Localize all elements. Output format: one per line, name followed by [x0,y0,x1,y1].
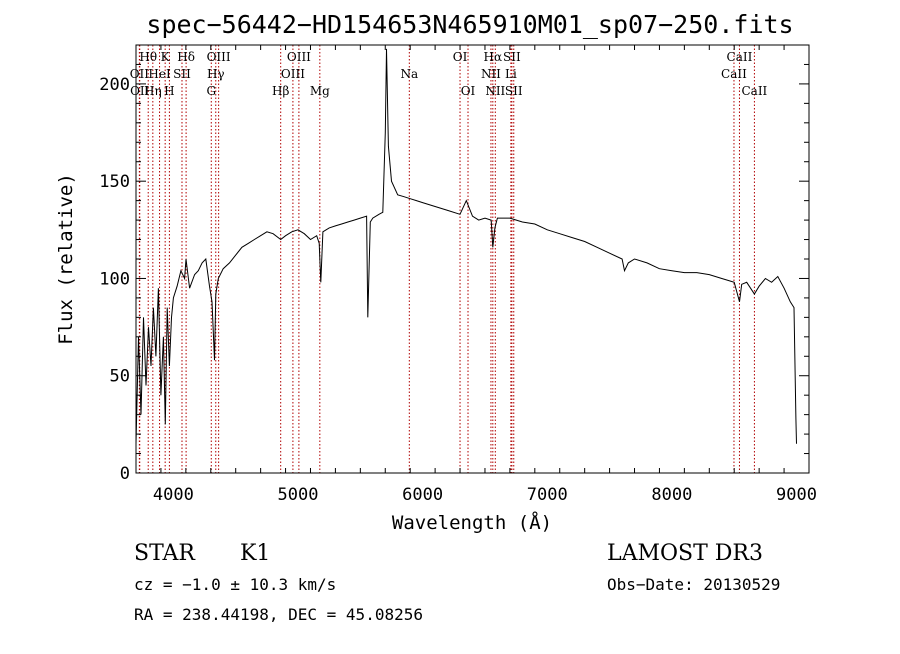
x-tick-label: 4000 [153,485,194,505]
emission-line-label: Hθ [139,50,157,64]
x-axis-label: Wavelength (Å) [392,511,552,534]
x-axis-ticks: 4000 5000 6000 7000 8000 9000 [135,45,817,505]
emission-line-label: OI [461,84,476,98]
y-axis-ticks: 0 50 100 150 200 [99,44,809,484]
y-tick-label: 0 [120,464,130,484]
y-axis-label: Flux (relative) [55,173,77,345]
emission-line-label: OIII [207,50,231,64]
emission-line-label: Mg [310,84,330,98]
emission-line-label: Hβ [272,84,289,98]
emission-line-label: NII [485,84,505,98]
emission-line-label: G [206,84,216,98]
spectrum-series-line [135,48,797,444]
emission-line-label: CaII [721,67,747,81]
emission-line-label: OII [130,84,150,98]
emission-line-label: SII [505,84,523,98]
emission-line-label: Na [400,67,418,81]
emission-line-label: Hη [144,84,162,98]
y-tick-label: 200 [99,75,130,95]
emission-line-label: CaII [727,50,753,64]
x-tick-label: 6000 [402,485,443,505]
emission-line-label: SII [173,67,191,81]
coordinates-text: RA = 238.44198, DEC = 45.08256 [134,605,423,624]
x-tick-label: 9000 [776,485,817,505]
object-subclass: K1 [240,541,270,566]
emission-line-label: Hδ [177,50,195,64]
emission-line-label: Li [505,67,517,81]
emission-line-label: NII [481,67,501,81]
emission-line-label: Hα [484,50,503,64]
chart-title: spec−56442−HD154653N465910M01_sp07−250.f… [146,10,793,39]
obs-date-text: Obs−Date: 20130529 [607,575,780,594]
emission-line-markers [138,45,755,473]
x-tick-label: 8000 [651,485,692,505]
y-tick-label: 100 [99,269,130,289]
emission-line-label: CaII [741,84,767,98]
emission-line-label: OIII [287,50,311,64]
y-tick-label: 150 [99,172,130,192]
survey-name: LAMOST DR3 [607,541,763,566]
emission-line-label: SII [503,50,521,64]
emission-line-label: OI [453,50,468,64]
y-tick-label: 50 [110,367,130,387]
x-tick-label: 5000 [278,485,319,505]
emission-line-label: K [161,50,171,64]
plot-frame [135,44,810,474]
object-class: STAR [134,541,196,566]
emission-line-label: OIII [281,67,305,81]
emission-line-label: HeI [148,67,171,81]
redshift-text: cz = −1.0 ± 10.3 km/s [134,575,336,594]
emission-line-label: OII [130,67,150,81]
emission-line-label: H [164,84,174,98]
x-tick-label: 7000 [527,485,568,505]
emission-line-label: Hγ [207,67,225,81]
